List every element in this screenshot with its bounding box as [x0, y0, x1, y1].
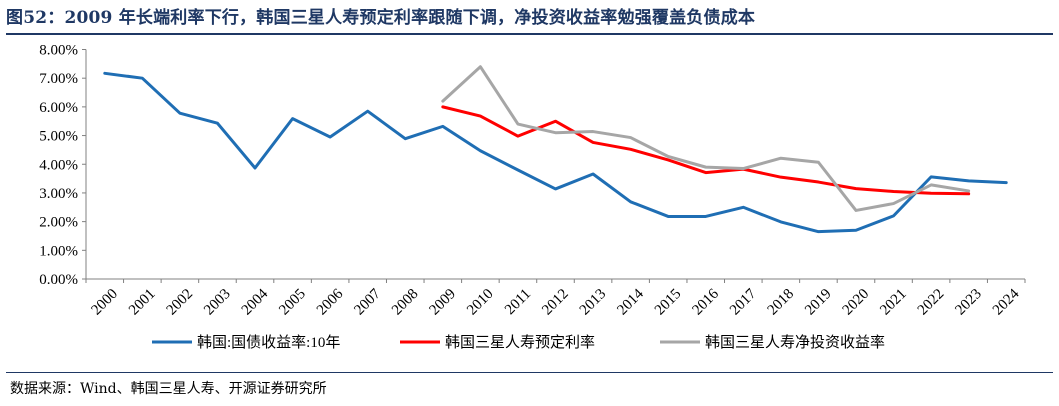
x-tick-label: 2005 [276, 286, 309, 319]
x-tick-label: 2016 [689, 286, 722, 319]
series-line-1 [103, 71, 1008, 234]
y-tick-label: 4.00% [39, 157, 78, 173]
y-tick-label: 3.00% [39, 186, 78, 202]
x-tick-label: 2011 [502, 286, 534, 318]
x-tick-label: 2021 [877, 286, 910, 319]
title-rule [6, 33, 1053, 35]
x-tick-label: 2013 [577, 286, 610, 319]
legend-label: 韩国:国债收益率:10年 [197, 334, 340, 351]
y-tick-label: 5.00% [39, 129, 78, 145]
source-note: 数据来源：Wind、韩国三星人寿、开源证券研究所 [10, 381, 327, 397]
y-tick-label: 7.00% [39, 71, 78, 87]
x-tick-label: 2007 [351, 286, 384, 319]
legend: 韩国:国债收益率:10年 韩国三星人寿预定利率 韩国三星人寿净投资收益率 [152, 334, 885, 351]
axes: 0.00% 1.00% 2.00% 3.00% 4.00% 5.00% 6.00% 7.00%… [39, 43, 1026, 319]
legend-label: 韩国三星人寿净投资收益率 [705, 334, 885, 351]
series-line-3 [441, 65, 971, 212]
x-tick-label: 2022 [915, 286, 948, 319]
source-rule [6, 372, 1053, 373]
y-tick-label: 1.00% [39, 243, 78, 259]
x-tick-label: 2014 [614, 286, 647, 319]
y-tick-label: 6.00% [39, 100, 78, 116]
x-tick-label: 2018 [765, 286, 798, 319]
x-tick-label: 2004 [239, 286, 272, 319]
x-tick-label: 2012 [539, 286, 572, 319]
x-tick-label: 2006 [314, 286, 347, 319]
x-tick-label: 2020 [840, 286, 873, 319]
x-tick-label: 2008 [389, 286, 422, 319]
x-tick-label: 2023 [952, 286, 985, 319]
y-tick-label: 0.00% [39, 272, 78, 288]
x-tick-label: 2019 [802, 286, 835, 319]
y-tick-label: 8.00% [39, 43, 78, 59]
series-layer [103, 65, 1008, 234]
x-tick-label: 2003 [201, 286, 234, 319]
chart-title: 图52：2009 年长端利率下行，韩国三星人寿预定利率跟随下调，净投资收益率勉强… [6, 8, 756, 28]
line-chart: 0.00% 1.00% 2.00% 3.00% 4.00% 5.00% 6.00% 7.00%… [39, 43, 1026, 351]
x-tick-label: 2015 [652, 286, 685, 319]
x-tick-label: 2000 [89, 286, 122, 319]
x-tick-label: 2010 [464, 286, 497, 319]
x-tick-label: 2024 [990, 286, 1023, 319]
x-tick-label: 2017 [727, 286, 760, 319]
x-tick-label: 2002 [164, 286, 197, 319]
legend-label: 韩国三星人寿预定利率 [445, 334, 595, 351]
x-tick-label: 2001 [126, 286, 159, 319]
series-line-2 [441, 105, 971, 196]
x-tick-label: 2009 [427, 286, 460, 319]
y-tick-label: 2.00% [39, 215, 78, 231]
